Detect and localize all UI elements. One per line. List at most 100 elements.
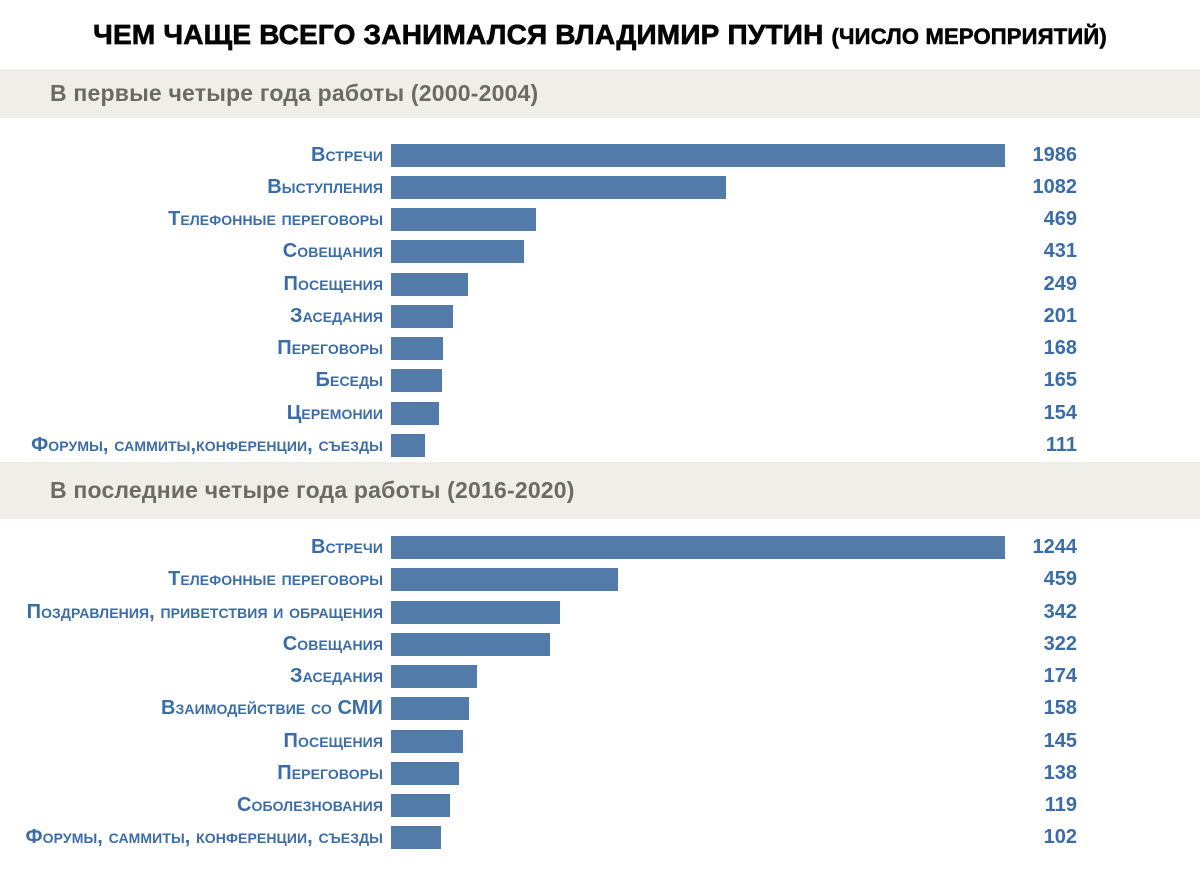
bar [391, 536, 1005, 560]
bar-track [391, 175, 1005, 199]
bar [391, 568, 618, 592]
value-label: 158 [1043, 697, 1077, 720]
category-label: Форумы, саммиты,конференции, съезды [31, 433, 383, 456]
bar [391, 272, 468, 296]
bar-chart-2016-2020: Встречи 1244 Телефонные переговоры 459 Поздр… [0, 519, 1200, 855]
value-label: 145 [1043, 729, 1077, 752]
value-label: 111 [1045, 433, 1077, 456]
bar-track [391, 208, 1005, 232]
bar-track [391, 665, 1005, 689]
bar [391, 304, 454, 328]
bar-chart-2000-2004: Встречи 1986 Выступления 1082 Телефонные пер… [0, 118, 1200, 462]
category-label: Переговоры [277, 761, 383, 784]
bar-track [391, 729, 1005, 753]
bar-row: Совещания 431 [0, 236, 1200, 268]
value-label: 1082 [1032, 175, 1078, 198]
bar [391, 337, 443, 361]
category-label: Заседания [290, 304, 383, 327]
bar-row: Телефонные переговоры 459 [0, 564, 1200, 596]
bar-track [391, 272, 1005, 296]
bar-row: Форумы, саммиты, конференции, съезды 102 [0, 822, 1200, 854]
category-label: Телефонные переговоры [168, 568, 383, 591]
bar [391, 794, 450, 818]
value-label: 138 [1043, 761, 1077, 784]
bar-track [391, 401, 1005, 425]
bar-row: Посещения 249 [0, 268, 1200, 300]
category-label: Совещания [282, 632, 383, 655]
bar-track [391, 240, 1005, 264]
category-label: Совещания [282, 240, 383, 263]
bar-row: Совещания 322 [0, 628, 1200, 660]
bar-row: Заседания 174 [0, 661, 1200, 693]
bar-row: Посещения 145 [0, 725, 1200, 757]
bar-row: Соболезнования 119 [0, 790, 1200, 822]
section-header-2016-2020: В последние четыре года работы (2016-202… [0, 461, 1200, 519]
value-label: 165 [1043, 369, 1077, 392]
bar [391, 826, 442, 850]
bar-row: Переговоры 168 [0, 333, 1200, 365]
category-label: Церемонии [286, 401, 383, 424]
bar [391, 401, 439, 425]
value-label: 431 [1043, 240, 1077, 263]
bar-track [391, 600, 1005, 624]
section-title: В первые четыре года работы (2000-2004) [50, 80, 539, 106]
bar [391, 208, 536, 232]
value-label: 322 [1043, 632, 1077, 655]
bar [391, 665, 477, 689]
value-label: 469 [1043, 208, 1077, 231]
bar-track [391, 337, 1005, 361]
value-label: 249 [1043, 272, 1077, 295]
bar-row: Переговоры 138 [0, 757, 1200, 789]
value-label: 168 [1043, 337, 1077, 360]
value-label: 174 [1043, 665, 1077, 688]
value-label: 119 [1044, 794, 1077, 817]
section-header-2000-2004: В первые четыре года работы (2000-2004) [0, 69, 1200, 118]
bar-row: Встречи 1244 [0, 532, 1200, 564]
bar [391, 761, 460, 785]
category-label: Поздравления, приветствия и обращения [26, 600, 383, 623]
bar [391, 433, 426, 457]
category-label: Беседы [315, 369, 383, 392]
category-label: Телефонные переговоры [168, 208, 383, 231]
bar [391, 697, 469, 721]
value-label: 201 [1043, 304, 1077, 327]
bar-track [391, 143, 1005, 167]
category-label: Выступления [267, 175, 383, 198]
page-title-note: (ЧИСЛО МЕРОПРИЯТИЙ) [831, 23, 1107, 49]
value-label: 1244 [1032, 536, 1078, 559]
bar-row: Форумы, саммиты,конференции, съезды 111 [0, 429, 1200, 461]
bar [391, 369, 442, 393]
bar-track [391, 433, 1005, 457]
bar-track [391, 536, 1005, 560]
category-label: Встречи [310, 143, 383, 166]
bar-track [391, 369, 1005, 393]
bar-row: Церемонии 154 [0, 397, 1200, 429]
bar-row: Поздравления, приветствия и обращения 342 [0, 596, 1200, 628]
category-label: Форумы, саммиты, конференции, съезды [25, 826, 383, 849]
value-label: 1986 [1032, 143, 1078, 166]
header: ЧЕМ ЧАЩЕ ВСЕГО ЗАНИМАЛСЯ ВЛАДИМИР ПУТИН … [0, 0, 1200, 69]
bar [391, 600, 560, 624]
bar-row: Заседания 201 [0, 300, 1200, 332]
bar-row: Взаимодействие со СМИ 158 [0, 693, 1200, 725]
bar [391, 175, 726, 199]
value-label: 459 [1043, 568, 1077, 591]
bar-track [391, 761, 1005, 785]
bar-track [391, 826, 1005, 850]
bar-row: Выступления 1082 [0, 171, 1200, 203]
bar-row: Встречи 1986 [0, 139, 1200, 171]
value-label: 342 [1043, 600, 1077, 623]
bar [391, 632, 550, 656]
bar-track [391, 568, 1005, 592]
category-label: Соболезнования [236, 794, 383, 817]
value-label: 102 [1043, 826, 1077, 849]
page-title: ЧЕМ ЧАЩЕ ВСЕГО ЗАНИМАЛСЯ ВЛАДИМИР ПУТИН … [93, 18, 1107, 51]
category-label: Заседания [290, 665, 383, 688]
bar [391, 143, 1005, 167]
bar-track [391, 304, 1005, 328]
bar-track [391, 794, 1005, 818]
section-title: В последние четыре года работы (2016-202… [50, 476, 575, 503]
bar-row: Телефонные переговоры 469 [0, 204, 1200, 236]
bar-track [391, 632, 1005, 656]
